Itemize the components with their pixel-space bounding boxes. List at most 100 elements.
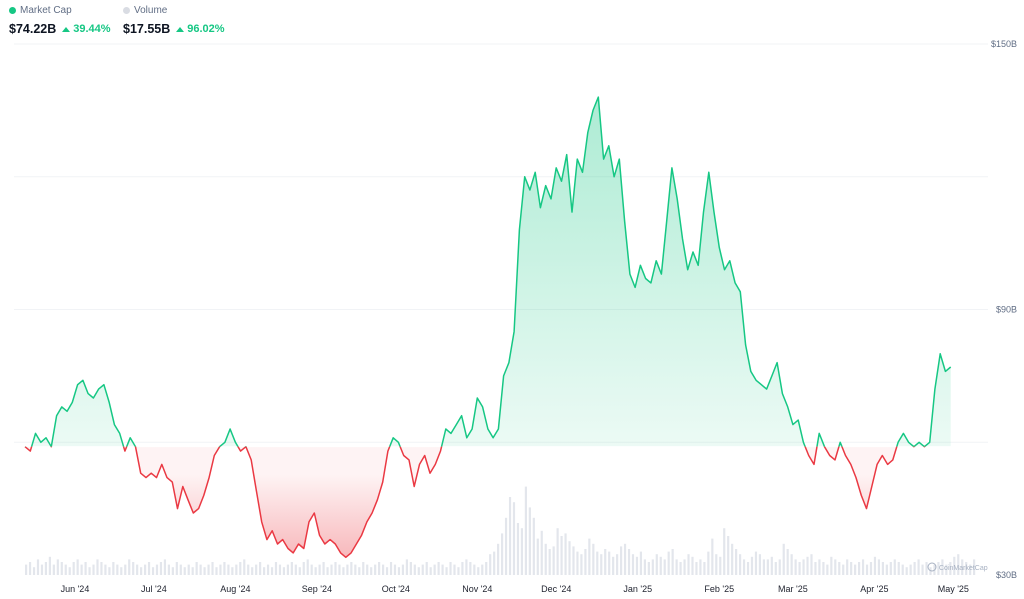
- volume-bar: [604, 549, 607, 575]
- x-tick-label: Jun '24: [61, 584, 90, 594]
- volume-bar: [84, 562, 87, 575]
- volume-bar: [786, 549, 789, 575]
- volume-bar: [917, 559, 920, 575]
- volume-change-value: 96.02%: [187, 23, 225, 35]
- market-cap-dot-icon: [9, 6, 16, 14]
- volume-bar: [723, 528, 726, 575]
- volume-bar: [362, 562, 365, 575]
- volume-bar: [735, 549, 738, 575]
- x-tick-label: Oct '24: [382, 584, 410, 594]
- volume-bar: [524, 486, 527, 575]
- volume-bar: [520, 528, 524, 575]
- volume-bar: [536, 538, 539, 575]
- volume-bar: [302, 562, 305, 575]
- volume-bar: [961, 559, 964, 575]
- volume-bar: [818, 559, 821, 575]
- volume-bar: [540, 530, 543, 575]
- volume-bar: [949, 562, 952, 575]
- volume-bar: [318, 564, 321, 575]
- volume-bar: [774, 562, 777, 575]
- volume-bar: [612, 556, 615, 575]
- volume-bar: [52, 564, 55, 575]
- volume-bar: [270, 567, 274, 575]
- volume-bar: [893, 559, 896, 575]
- volume-bar: [965, 562, 968, 575]
- volume-bar: [941, 559, 944, 575]
- volume-bar: [219, 564, 222, 575]
- y-tick-label: $30B: [996, 570, 1017, 580]
- x-tick-label: Sep '24: [302, 584, 332, 594]
- volume-bar: [385, 567, 389, 575]
- volume-bar: [25, 564, 28, 575]
- volume-bar: [937, 562, 940, 575]
- volume-bar: [413, 564, 416, 575]
- volume-bar: [881, 562, 884, 575]
- volume-bar: [124, 564, 127, 575]
- volume-bar: [600, 554, 603, 575]
- volume-bar: [957, 554, 960, 575]
- x-tick-label: Jul '24: [141, 584, 167, 594]
- grid-lines: [14, 43, 988, 443]
- market-cap-metric[interactable]: Market Cap $74.22B 39.44%: [9, 4, 111, 36]
- volume-bar: [32, 567, 36, 575]
- volume-bar: [850, 562, 853, 575]
- volume-bar: [338, 564, 341, 575]
- volume-bar: [445, 567, 448, 575]
- market-cap-value: $74.22B: [9, 22, 57, 36]
- volume-bar: [865, 564, 869, 575]
- volume-bar: [512, 502, 516, 575]
- volume-bar: [663, 559, 666, 575]
- volume-bar: [869, 562, 873, 575]
- volume-bar: [211, 562, 214, 575]
- volume-bar: [366, 564, 369, 575]
- volume-bar: [877, 559, 881, 575]
- volume-bar: [195, 562, 198, 575]
- volume-bar: [76, 559, 79, 575]
- volume-bar: [251, 567, 254, 575]
- volume-bar: [171, 567, 174, 575]
- volume-bar: [151, 567, 155, 575]
- volume-bar: [259, 562, 262, 575]
- volume-bar: [310, 564, 313, 575]
- x-tick-label: Dec '24: [541, 584, 571, 594]
- volume-bar: [778, 559, 781, 575]
- volume-bar: [203, 567, 206, 575]
- volume-bar: [739, 554, 742, 575]
- volume-bar: [147, 562, 151, 575]
- volume-bar: [814, 562, 817, 575]
- series-line-up: [25, 96, 952, 447]
- volume-bar: [36, 559, 40, 575]
- volume-bar: [560, 536, 563, 575]
- volume-bar: [223, 562, 226, 575]
- volume-bar: [627, 549, 631, 575]
- volume-bar: [191, 567, 194, 575]
- volume-bar: [854, 564, 857, 575]
- volume-bar: [973, 559, 976, 575]
- volume-bar: [132, 562, 135, 575]
- volume-bar: [405, 559, 408, 575]
- volume-bar: [969, 564, 972, 575]
- price-area: [25, 97, 977, 558]
- volume-bar: [397, 567, 401, 575]
- volume-bar: [429, 567, 432, 575]
- market-cap-label: Market Cap: [20, 4, 72, 16]
- y-axis: $150B $90B $30B: [991, 39, 1017, 580]
- volume-bar: [298, 567, 301, 575]
- volume-value: $17.55B: [123, 22, 171, 36]
- volume-bar: [762, 559, 765, 575]
- volume-bar: [409, 562, 412, 575]
- volume-bar: [552, 546, 555, 575]
- volume-bar: [140, 567, 143, 575]
- volume-bar: [921, 564, 924, 575]
- volume-bar: [294, 564, 297, 575]
- volume-bar: [913, 562, 916, 575]
- volume-bar: [120, 567, 123, 575]
- volume-bar: [750, 556, 754, 575]
- volume-bar: [647, 562, 650, 575]
- volume-metric[interactable]: Volume $17.55B 96.02%: [123, 4, 225, 36]
- volume-bar: [60, 562, 63, 575]
- volume-bar: [433, 564, 436, 575]
- x-tick-label: Nov '24: [462, 584, 492, 594]
- volume-bar: [790, 554, 793, 575]
